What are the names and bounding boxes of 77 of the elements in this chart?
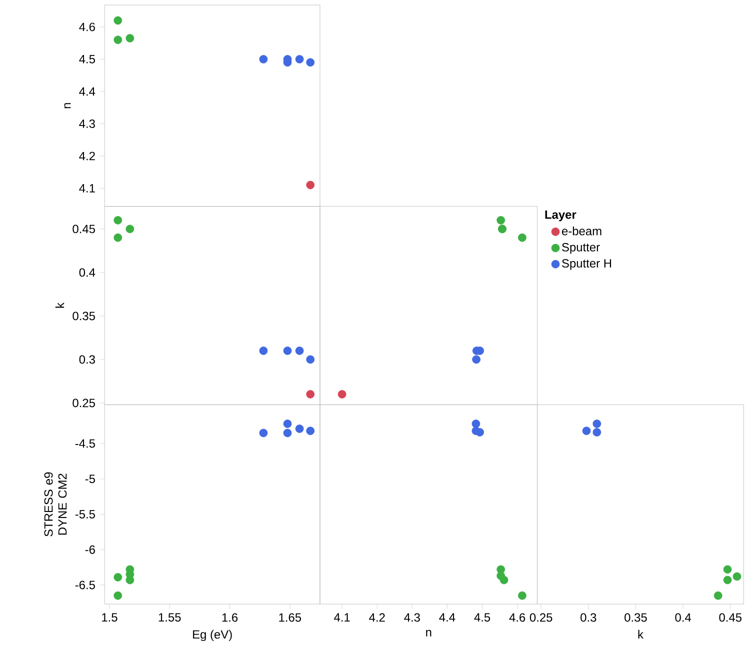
y-axis-title: n (64, 103, 71, 108)
point (114, 36, 122, 44)
point (114, 591, 122, 600)
x-axis-title: Eg (eV) (193, 630, 232, 642)
x-tick-label: 4.5 (474, 613, 490, 622)
x-tick-label: 4.3 (404, 613, 420, 622)
y-tick-label: -6.5 (75, 580, 95, 590)
point (306, 180, 315, 190)
point (338, 390, 346, 398)
x-tick-label: 0.35 (624, 613, 647, 622)
point (306, 390, 315, 398)
point (114, 234, 122, 242)
point (283, 428, 292, 438)
y-tick-label: 0.45 (72, 224, 95, 234)
legend-label: Sputter (562, 243, 600, 254)
point (259, 346, 268, 355)
y-axis-title: k (55, 302, 64, 308)
point (306, 58, 315, 67)
point (126, 224, 134, 234)
x-tick-label: 4.2 (369, 613, 385, 622)
y-tick-label: 0.25 (72, 398, 95, 408)
y-tick-label: 4.2 (79, 152, 95, 160)
point (259, 428, 268, 438)
point (518, 591, 526, 600)
point (518, 234, 526, 242)
point (114, 16, 122, 25)
x-tick-label: 1.5 (102, 613, 118, 622)
point (283, 420, 292, 428)
x-tick-label: 4.4 (439, 613, 456, 622)
point (295, 424, 304, 433)
y-tick-label: 4.3 (79, 120, 95, 128)
x-axis-title: n (426, 630, 432, 636)
y-tick-label: 4.6 (79, 22, 95, 32)
point (476, 428, 484, 437)
point (114, 216, 122, 224)
point (472, 420, 480, 428)
y-axis-title: STRESS e9 DYNE CM2 (44, 472, 67, 536)
point (592, 428, 602, 437)
x-tick-label: 0.4 (675, 613, 692, 622)
point (723, 565, 732, 574)
point (295, 346, 304, 355)
point (295, 55, 304, 64)
x-tick-label: 1.6 (222, 613, 238, 622)
legend-title: Layer (545, 210, 576, 222)
y-tick-label: -4.5 (75, 439, 95, 448)
x-tick-label: 4.6 (509, 613, 526, 622)
point (283, 346, 292, 355)
x-axis-title: k (638, 630, 644, 639)
point (592, 420, 602, 428)
x-tick-label: 4.1 (334, 613, 350, 622)
x-tick-label: 1.55 (158, 613, 181, 622)
x-tick-label: 0.3 (580, 613, 596, 622)
point (496, 216, 506, 224)
y-tick-label: -5.5 (75, 510, 95, 518)
point (472, 355, 480, 364)
y-tick-label: 0.3 (79, 355, 95, 364)
point (500, 576, 508, 584)
legend-label: e-beam (562, 226, 602, 236)
y-tick-label: -5 (85, 474, 95, 484)
x-tick-label: 1.65 (279, 613, 302, 622)
point (723, 576, 732, 584)
point (306, 426, 315, 436)
y-tick-label: 0.4 (79, 268, 96, 277)
y-tick-label: 4.1 (79, 184, 95, 192)
point (714, 591, 722, 600)
x-tick-label: 0.45 (719, 613, 742, 622)
y-tick-label: 4.4 (79, 87, 96, 96)
y-tick-label: 4.5 (79, 55, 95, 64)
y-tick-label: 0.35 (72, 312, 95, 320)
x-tick-label: 0.25 (530, 613, 552, 622)
point (582, 426, 591, 436)
point (126, 34, 134, 42)
point (114, 573, 122, 582)
y-tick-label: -6 (85, 545, 95, 554)
point (259, 55, 268, 64)
point (306, 355, 315, 364)
legend-label: Sputter H (562, 259, 612, 270)
